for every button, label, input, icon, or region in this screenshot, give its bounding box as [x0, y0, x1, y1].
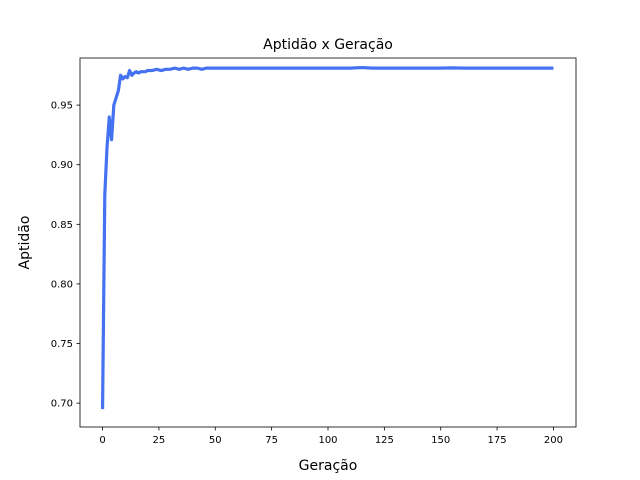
x-tick-label: 175 — [488, 435, 507, 446]
chart-title: Aptidão x Geração — [263, 37, 393, 53]
series-line-0 — [100, 65, 554, 410]
x-tick-label: 150 — [431, 435, 450, 446]
x-tick-label: 100 — [318, 435, 337, 446]
x-tick-label: 75 — [265, 435, 278, 446]
x-tick-label: 200 — [544, 435, 563, 446]
y-tick-label: 0.85 — [51, 220, 73, 231]
y-tick-label: 0.75 — [51, 339, 73, 350]
y-tick-label: 0.95 — [51, 101, 73, 112]
x-axis-label: Geração — [299, 458, 358, 474]
y-tick-label: 0.80 — [51, 279, 73, 290]
y-tick-label: 0.90 — [51, 160, 73, 171]
x-tick-label: 0 — [99, 435, 105, 446]
x-tick-label: 25 — [153, 435, 166, 446]
x-tick-label: 125 — [375, 435, 394, 446]
y-tick-label: 0.70 — [51, 399, 73, 410]
y-axis-label: Aptidão — [17, 216, 33, 270]
x-tick-label: 50 — [209, 435, 222, 446]
